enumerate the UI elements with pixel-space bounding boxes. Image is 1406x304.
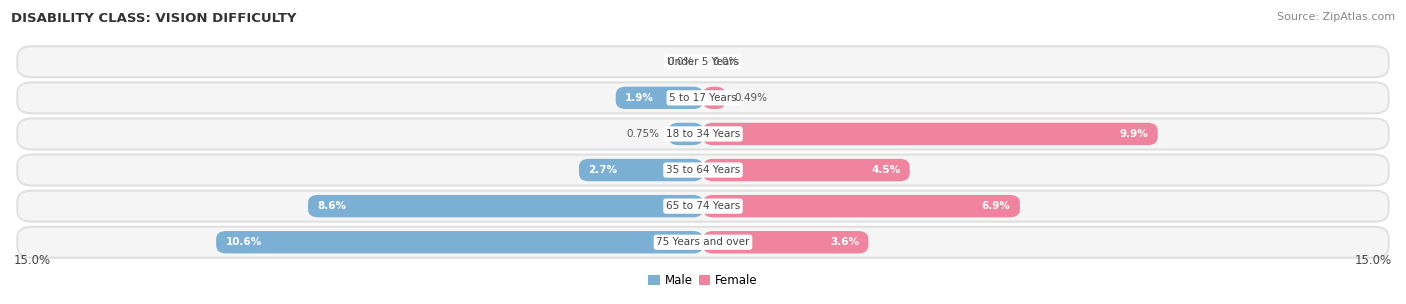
Text: 0.0%: 0.0% bbox=[668, 57, 693, 67]
FancyBboxPatch shape bbox=[18, 228, 1388, 257]
Text: 8.6%: 8.6% bbox=[318, 201, 346, 211]
Text: 10.6%: 10.6% bbox=[225, 237, 262, 247]
FancyBboxPatch shape bbox=[17, 154, 1389, 187]
FancyBboxPatch shape bbox=[217, 231, 703, 254]
FancyBboxPatch shape bbox=[703, 123, 1157, 145]
Text: 2.7%: 2.7% bbox=[588, 165, 617, 175]
FancyBboxPatch shape bbox=[579, 159, 703, 181]
FancyBboxPatch shape bbox=[17, 190, 1389, 223]
Text: 4.5%: 4.5% bbox=[872, 165, 900, 175]
Text: 3.6%: 3.6% bbox=[830, 237, 859, 247]
FancyBboxPatch shape bbox=[17, 81, 1389, 114]
Text: 15.0%: 15.0% bbox=[1355, 254, 1392, 267]
FancyBboxPatch shape bbox=[616, 87, 703, 109]
Text: Source: ZipAtlas.com: Source: ZipAtlas.com bbox=[1277, 12, 1395, 22]
Text: 5 to 17 Years: 5 to 17 Years bbox=[669, 93, 737, 103]
Text: 75 Years and over: 75 Years and over bbox=[657, 237, 749, 247]
Text: Under 5 Years: Under 5 Years bbox=[666, 57, 740, 67]
FancyBboxPatch shape bbox=[18, 83, 1388, 112]
FancyBboxPatch shape bbox=[18, 156, 1388, 185]
FancyBboxPatch shape bbox=[703, 87, 725, 109]
FancyBboxPatch shape bbox=[703, 195, 1019, 217]
Text: DISABILITY CLASS: VISION DIFFICULTY: DISABILITY CLASS: VISION DIFFICULTY bbox=[11, 12, 297, 25]
Text: 0.75%: 0.75% bbox=[626, 129, 659, 139]
Text: 0.0%: 0.0% bbox=[713, 57, 738, 67]
FancyBboxPatch shape bbox=[308, 195, 703, 217]
Text: 6.9%: 6.9% bbox=[981, 201, 1011, 211]
Text: 18 to 34 Years: 18 to 34 Years bbox=[666, 129, 740, 139]
FancyBboxPatch shape bbox=[18, 119, 1388, 148]
Text: 1.9%: 1.9% bbox=[624, 93, 654, 103]
FancyBboxPatch shape bbox=[17, 226, 1389, 259]
FancyBboxPatch shape bbox=[703, 159, 910, 181]
Text: 9.9%: 9.9% bbox=[1119, 129, 1149, 139]
FancyBboxPatch shape bbox=[703, 231, 869, 254]
Text: 65 to 74 Years: 65 to 74 Years bbox=[666, 201, 740, 211]
Text: 35 to 64 Years: 35 to 64 Years bbox=[666, 165, 740, 175]
FancyBboxPatch shape bbox=[669, 123, 703, 145]
FancyBboxPatch shape bbox=[18, 192, 1388, 221]
FancyBboxPatch shape bbox=[17, 45, 1389, 78]
FancyBboxPatch shape bbox=[18, 47, 1388, 76]
Text: 15.0%: 15.0% bbox=[14, 254, 51, 267]
FancyBboxPatch shape bbox=[17, 117, 1389, 150]
Text: 0.49%: 0.49% bbox=[735, 93, 768, 103]
Legend: Male, Female: Male, Female bbox=[644, 269, 762, 292]
